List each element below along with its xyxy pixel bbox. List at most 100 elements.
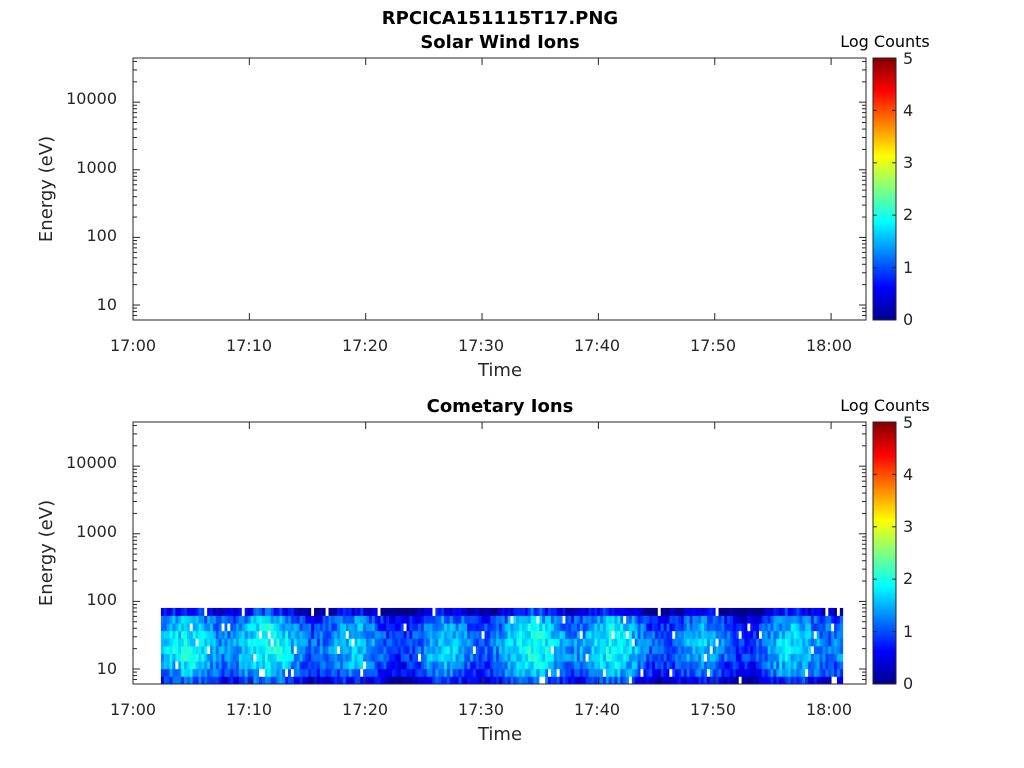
- spectrogram-cell: [657, 623, 662, 632]
- spectrogram-cell: [296, 645, 300, 654]
- spectrogram-cell: [490, 668, 494, 677]
- spectrogram-cell: [273, 645, 277, 654]
- spectrogram-cell: [646, 653, 650, 662]
- spectrogram-cell: [680, 668, 685, 677]
- spectrogram-cell: [340, 630, 344, 639]
- spectrogram-cell: [267, 653, 272, 662]
- spectrogram-cell: [715, 623, 719, 632]
- y-tick-label: 100: [86, 226, 117, 245]
- spectrogram-cell: [756, 645, 760, 654]
- spectrogram-cell: [524, 630, 529, 639]
- spectrogram-cell: [597, 653, 601, 662]
- spectrogram-cell: [527, 623, 532, 632]
- spectrogram-cell: [727, 623, 731, 632]
- spectrogram-cell: [643, 638, 647, 647]
- spectrogram-cell: [698, 630, 702, 639]
- spectrogram-cell: [296, 615, 300, 624]
- spectrogram-cell: [493, 623, 497, 632]
- spectrogram-cell: [536, 607, 540, 616]
- spectrogram-cell: [588, 645, 592, 654]
- spectrogram-cell: [201, 668, 205, 677]
- spectrogram-cell: [810, 607, 815, 616]
- spectrogram-cell: [764, 607, 769, 616]
- spectrogram-cell: [574, 607, 578, 616]
- x-axis-label: Time: [477, 360, 522, 381]
- spectrogram-cell: [666, 638, 670, 647]
- spectrogram-cell: [614, 630, 618, 639]
- spectrogram-cell: [744, 607, 748, 616]
- spectrogram-cell: [244, 661, 248, 670]
- spectrogram-cell: [522, 668, 526, 677]
- spectrogram-cell: [542, 630, 546, 639]
- x-tick-label: 17:50: [690, 700, 736, 719]
- spectrogram-cell: [397, 645, 402, 654]
- spectrogram-cell: [533, 623, 537, 632]
- spectrogram-cell: [212, 661, 217, 670]
- spectrogram-cell: [400, 638, 405, 647]
- spectrogram-cell: [522, 623, 526, 632]
- spectrogram-cell: [790, 661, 795, 670]
- spectrogram-cell: [262, 607, 266, 616]
- spectrogram-cell: [418, 615, 422, 624]
- spectrogram-cell: [270, 638, 274, 647]
- spectrogram-cell: [631, 653, 636, 662]
- spectrogram-cell: [548, 661, 552, 670]
- spectrogram-cell: [773, 676, 777, 685]
- spectrogram-cell: [724, 676, 728, 685]
- spectrogram-cell: [426, 676, 431, 685]
- spectrogram-cell: [591, 607, 595, 616]
- spectrogram-cell: [747, 615, 751, 624]
- spectrogram-cell: [493, 630, 497, 639]
- spectrogram-cell: [394, 623, 399, 632]
- spectrogram-cell: [262, 630, 266, 639]
- spectrogram-cell: [189, 653, 194, 662]
- spectrogram-cell: [490, 623, 494, 632]
- spectrogram-cell: [438, 638, 442, 647]
- spectrogram-cell: [822, 638, 826, 647]
- spectrogram-cell: [296, 630, 300, 639]
- spectrogram-cell: [331, 661, 335, 670]
- spectrogram-cell: [510, 623, 514, 632]
- spectrogram-cell: [178, 661, 182, 670]
- spectrogram-cell: [530, 645, 535, 654]
- spectrogram-cell: [236, 607, 240, 616]
- spectrogram-cell: [750, 676, 754, 685]
- spectrogram-cell: [253, 661, 257, 670]
- spectrogram-cell: [715, 615, 719, 624]
- spectrogram-cell: [392, 638, 396, 647]
- spectrogram-cell: [735, 668, 740, 677]
- spectrogram-cell: [513, 615, 517, 624]
- spectrogram-cell: [357, 607, 361, 616]
- spectrogram-cell: [741, 623, 745, 632]
- spectrogram-cell: [637, 653, 641, 662]
- spectrogram-cell: [363, 668, 367, 677]
- spectrogram-cell: [571, 668, 575, 677]
- spectrogram-cell: [539, 645, 543, 654]
- spectrogram-cell: [270, 676, 274, 685]
- spectrogram-cell: [675, 630, 679, 639]
- spectrogram-cell: [389, 623, 393, 632]
- spectrogram-cell: [212, 623, 217, 632]
- plot-area: [132, 57, 867, 321]
- spectrogram-cell: [810, 661, 815, 670]
- spectrogram-cell: [285, 623, 289, 632]
- spectrogram-cell: [253, 630, 257, 639]
- spectrogram-cell: [631, 615, 636, 624]
- spectrogram-cell: [296, 607, 300, 616]
- spectrogram-cell: [524, 615, 529, 624]
- spectrogram-cell: [169, 630, 173, 639]
- spectrogram-cell: [727, 615, 731, 624]
- spectrogram-cell: [825, 645, 829, 654]
- spectrogram-cell: [215, 661, 220, 670]
- spectrogram-cell: [698, 638, 702, 647]
- spectrogram-cell: [527, 615, 532, 624]
- spectrogram-cell: [698, 645, 702, 654]
- spectrogram-cell: [802, 607, 806, 616]
- spectrogram-cell: [750, 645, 754, 654]
- spectrogram-cell: [519, 638, 523, 647]
- spectrogram-cell: [660, 661, 665, 670]
- spectrogram-cell: [730, 630, 734, 639]
- spectrogram-cell: [493, 638, 497, 647]
- spectrogram-cell: [706, 623, 711, 632]
- spectrogram-cell: [643, 661, 647, 670]
